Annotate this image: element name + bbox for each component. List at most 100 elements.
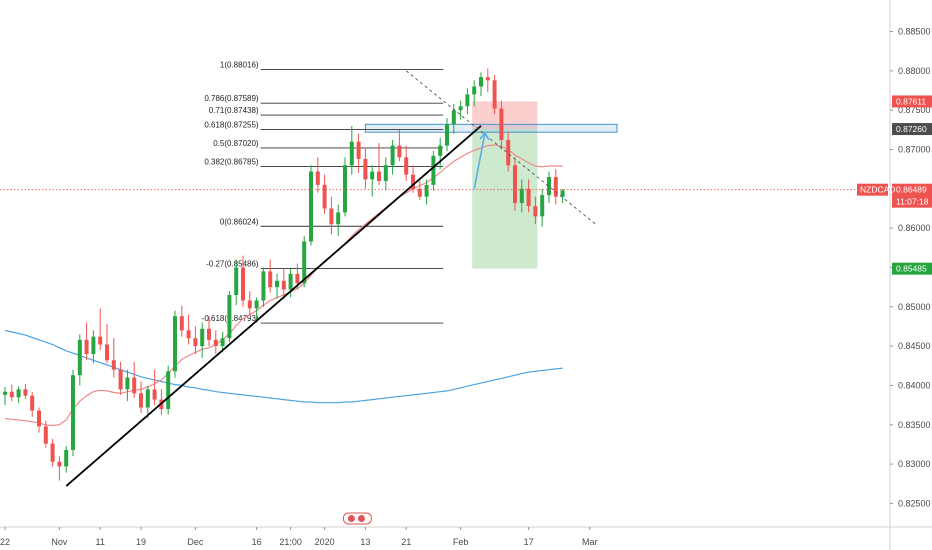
candle[interactable] [370,171,375,180]
candle[interactable] [479,77,483,87]
candle[interactable] [186,330,191,339]
price-tag[interactable] [892,95,932,108]
candle[interactable] [241,267,245,301]
current-price-tag[interactable] [892,183,932,208]
candle[interactable] [37,410,41,427]
projection-arrow[interactable] [473,132,486,189]
price-tag[interactable] [892,123,932,136]
candle[interactable] [424,184,429,197]
candle[interactable] [349,141,354,166]
candle[interactable] [91,336,96,354]
candle[interactable] [200,328,205,347]
candle[interactable] [295,273,300,284]
candle[interactable] [30,395,35,411]
candle[interactable] [145,389,150,408]
candle[interactable] [9,391,14,398]
candle[interactable] [513,165,517,203]
candle[interactable] [417,188,422,197]
candle[interactable] [438,145,443,156]
candle[interactable] [458,106,463,111]
price-tag[interactable] [892,262,932,275]
candle[interactable] [519,188,524,203]
candle[interactable] [309,171,313,242]
candle[interactable] [281,280,286,290]
candle[interactable] [526,188,531,207]
candle[interactable] [77,339,82,376]
candle[interactable] [472,86,477,95]
candle[interactable] [23,389,28,396]
candle[interactable] [193,338,198,347]
candle[interactable] [105,344,109,361]
candle[interactable] [383,165,388,181]
candle[interactable] [547,177,551,196]
candle[interactable] [404,157,409,175]
candle[interactable] [451,110,456,125]
candle[interactable] [152,389,157,400]
time-axis[interactable]: 22 Nov 11 19 Dec 16 21:00 2020 13 21 Feb 17 Mar [0,512,598,547]
candle[interactable] [322,184,327,209]
candle[interactable] [111,360,116,370]
candle[interactable] [465,94,470,107]
take-profit-zone[interactable] [472,129,538,269]
candle[interactable] [16,389,21,398]
candle[interactable] [356,141,361,159]
economic-events-icon[interactable] [342,512,372,525]
drawings[interactable] [0,70,890,487]
candles[interactable] [3,68,565,481]
candle[interactable] [302,241,307,284]
candle[interactable] [411,174,415,189]
candle[interactable] [560,190,565,197]
candle[interactable] [173,316,177,372]
candle[interactable] [3,391,7,395]
candle[interactable] [254,300,259,309]
candle[interactable] [220,338,225,347]
candle[interactable] [329,208,334,225]
candle[interactable] [247,300,252,309]
time-tick-label: Feb [453,537,469,547]
candle[interactable] [343,165,347,213]
candle[interactable] [390,145,395,166]
candle[interactable] [213,339,218,347]
candle[interactable] [492,80,497,109]
price-axis[interactable]: 0.885000.880000.875000.870000.865000.860… [857,27,932,509]
candle[interactable] [377,171,381,181]
candle[interactable] [64,449,69,467]
candle[interactable] [71,375,75,450]
candle[interactable] [499,108,504,141]
candle[interactable] [207,328,211,340]
candle[interactable] [179,316,184,331]
candle[interactable] [431,155,436,185]
candle[interactable] [84,339,89,354]
dashed-trendline[interactable] [405,70,597,226]
candle[interactable] [118,369,123,390]
candle[interactable] [98,336,103,345]
candle[interactable] [50,443,55,462]
candle[interactable] [445,124,449,146]
candle[interactable] [268,271,273,288]
resistance-zone-box[interactable] [364,123,618,133]
symbol-tag[interactable] [857,183,888,196]
candle[interactable] [166,371,171,410]
candle[interactable] [485,77,490,81]
candle[interactable] [397,145,402,158]
candle[interactable] [336,212,341,225]
candle[interactable] [132,377,137,394]
candle[interactable] [43,426,48,444]
candle[interactable] [234,267,239,295]
candle[interactable] [363,158,368,180]
candle[interactable] [540,195,545,217]
candle[interactable] [57,461,62,467]
candle[interactable] [553,177,558,197]
candle[interactable] [315,171,320,185]
candle[interactable] [139,393,143,408]
candle[interactable] [227,294,232,339]
candle[interactable] [506,140,511,166]
candle[interactable] [288,273,293,290]
candle[interactable] [533,206,538,217]
candle[interactable] [275,280,279,288]
trendline[interactable] [65,125,482,487]
candle[interactable] [125,377,130,390]
candle[interactable] [261,271,266,301]
